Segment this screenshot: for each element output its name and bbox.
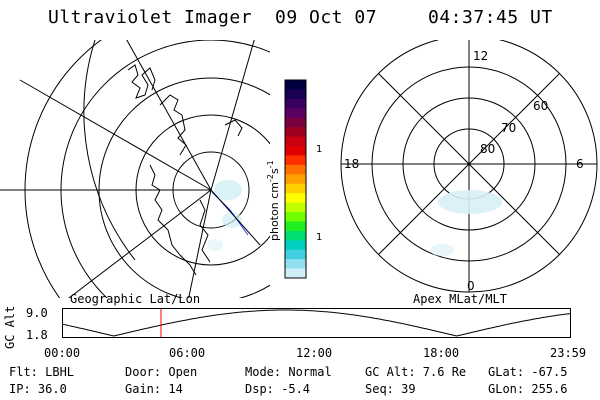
mlt-polar-plot: 12 18 6 0 60 70 80 bbox=[340, 40, 598, 293]
instrument-title: Ultraviolet Imager bbox=[48, 7, 253, 28]
mlt-label-12: 12 bbox=[473, 49, 488, 63]
right-map-label: Apex MLat/MLT bbox=[413, 292, 507, 306]
aurora-emission bbox=[207, 180, 242, 251]
colorbar-segment bbox=[285, 202, 306, 213]
date-label: 09 Oct 07 bbox=[275, 7, 378, 28]
mlt-label-6: 6 bbox=[576, 157, 584, 171]
colorbar-segment bbox=[285, 89, 306, 100]
filter-info: Flt: LBHL bbox=[9, 365, 75, 379]
colorbar-tick: 10 bbox=[316, 232, 322, 243]
mlt-label-18: 18 bbox=[344, 157, 359, 171]
door-info: Door: Open bbox=[125, 365, 198, 379]
time-tick: 06:00 bbox=[169, 346, 206, 360]
colorbar-segment bbox=[285, 117, 306, 128]
colorbar-segment bbox=[285, 98, 306, 109]
mlat-label-70: 70 bbox=[501, 121, 516, 135]
colorbar-unit-label: photon cm-2s-1 bbox=[266, 160, 281, 241]
colorbar-segment bbox=[285, 212, 306, 222]
lat-circle bbox=[24, 40, 270, 298]
dsp-info: Dsp: -5.4 bbox=[245, 382, 311, 396]
altitude-curve bbox=[62, 309, 572, 337]
colorbar-tick: 100 bbox=[316, 144, 322, 155]
geographic-map bbox=[0, 40, 270, 298]
seq-info: Seq: 39 bbox=[365, 382, 416, 396]
coastline bbox=[127, 64, 243, 276]
left-map-label: Geographic Lat/Lon bbox=[70, 292, 201, 306]
ip-info: IP: 36.0 bbox=[9, 382, 67, 396]
gain-info: Gain: 14 bbox=[125, 382, 183, 396]
svg-text:photon cm-2s-1: photon cm-2s-1 bbox=[266, 160, 281, 241]
time-tick: 00:00 bbox=[44, 346, 81, 360]
mode-info: Mode: Normal bbox=[245, 365, 332, 379]
time-label: 04:37:45 UT bbox=[428, 7, 553, 28]
colorbar-segment bbox=[285, 268, 306, 279]
colorbar-segment bbox=[285, 259, 306, 270]
time-tick: 23:59 bbox=[550, 346, 587, 360]
colorbar-segment bbox=[285, 249, 306, 260]
altitude-ylabel: GC Alt bbox=[3, 305, 17, 349]
gc-alt-info: GC Alt: 7.6 Re bbox=[365, 365, 467, 379]
colorbar: 100 10 photon cm-2s-1 bbox=[266, 79, 322, 279]
lat-circle bbox=[98, 77, 270, 298]
altitude-ytick: 1.8 bbox=[26, 328, 48, 342]
colorbar-segment bbox=[285, 230, 306, 241]
aurora-emission bbox=[430, 190, 502, 256]
colorbar-segment bbox=[285, 127, 306, 138]
mlt-label-0: 0 bbox=[467, 279, 475, 293]
glat-info: GLat: -67.5 bbox=[488, 365, 568, 379]
colorbar-segment bbox=[285, 164, 306, 175]
colorbar-segment bbox=[285, 240, 306, 251]
altitude-plot bbox=[62, 308, 572, 338]
mlat-label-80: 80 bbox=[480, 142, 495, 156]
colorbar-segment bbox=[285, 174, 306, 185]
colorbar-segment bbox=[285, 155, 306, 166]
colorbar-segment bbox=[285, 80, 306, 90]
colorbar-segment bbox=[285, 108, 306, 119]
glon-info: GLon: 255.6 bbox=[488, 382, 568, 396]
colorbar-segment bbox=[285, 183, 306, 194]
colorbar-segment bbox=[285, 136, 306, 147]
colorbar-segment bbox=[285, 146, 306, 156]
colorbar-segment bbox=[285, 221, 306, 232]
altitude-ytick: 9.0 bbox=[26, 306, 48, 320]
mlat-label-60: 60 bbox=[533, 99, 548, 113]
time-tick: 18:00 bbox=[423, 346, 460, 360]
time-tick: 12:00 bbox=[296, 346, 333, 360]
colorbar-segment bbox=[285, 193, 306, 204]
